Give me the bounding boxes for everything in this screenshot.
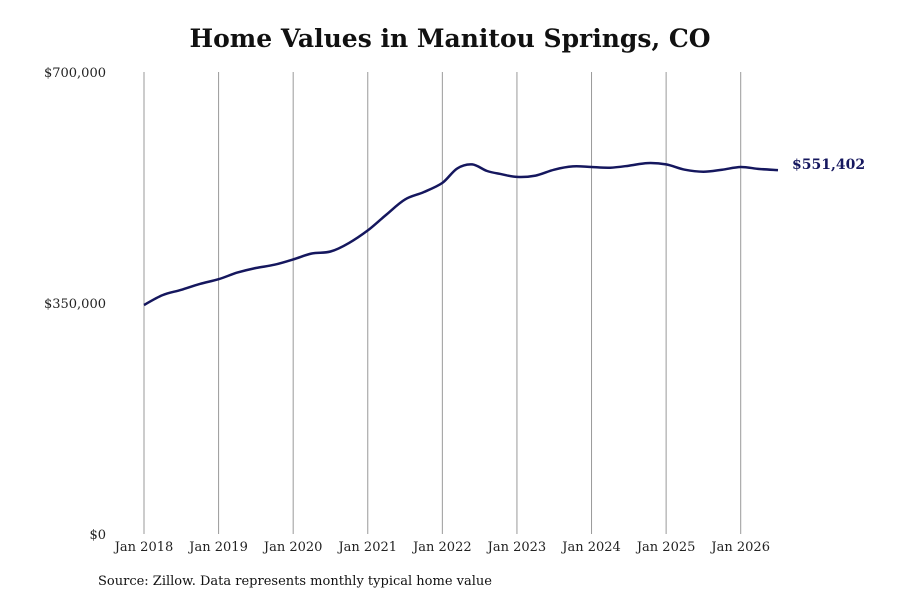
y-tick-label: $350,000 [44, 297, 106, 312]
x-tick-label: Jan 2026 [709, 540, 770, 555]
x-tick-label: Jan 2022 [411, 540, 472, 555]
chart-title: Home Values in Manitou Springs, CO [189, 24, 711, 53]
gridlines [143, 72, 742, 534]
x-axis: Jan 2018 Jan 2019 Jan 2020 Jan 2021 Jan 2022… [113, 540, 770, 555]
end-value-label: $551,402 [792, 157, 865, 173]
y-axis: $0 $350,000 $700,000 [44, 66, 106, 543]
source-note: Source: Zillow. Data represents monthly … [98, 574, 492, 589]
x-tick-label: Jan 2024 [560, 540, 621, 555]
x-tick-label: Jan 2018 [113, 540, 174, 555]
y-tick-label: $700,000 [44, 66, 106, 81]
x-tick-label: Jan 2021 [336, 540, 397, 555]
x-tick-label: Jan 2025 [635, 540, 696, 555]
y-tick-label: $0 [89, 528, 106, 543]
x-tick-label: Jan 2023 [486, 540, 547, 555]
x-tick-label: Jan 2019 [187, 540, 248, 555]
series-line [143, 161, 779, 307]
x-tick-label: Jan 2020 [262, 540, 323, 555]
series-group: $551,402 [143, 157, 865, 307]
